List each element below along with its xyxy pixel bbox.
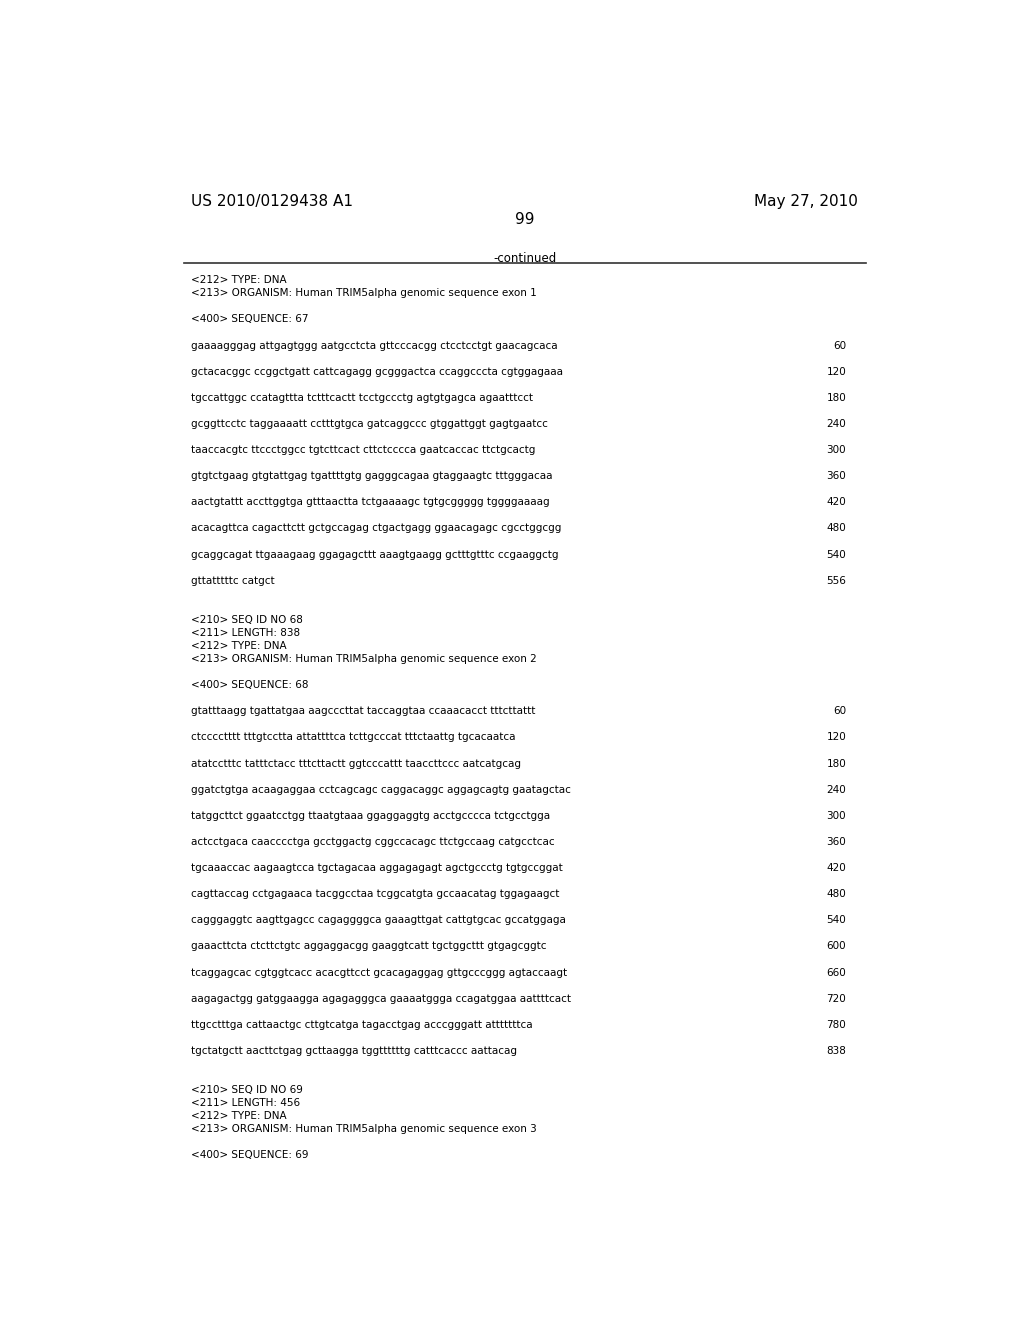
Text: 480: 480 xyxy=(826,524,846,533)
Text: gtgtctgaag gtgtattgag tgattttgtg gagggcagaa gtaggaagtc tttgggacaa: gtgtctgaag gtgtattgag tgattttgtg gagggca… xyxy=(191,471,553,482)
Text: aactgtattt accttggtga gtttaactta tctgaaaagc tgtgcggggg tggggaaaag: aactgtattt accttggtga gtttaactta tctgaaa… xyxy=(191,498,550,507)
Text: <211> LENGTH: 456: <211> LENGTH: 456 xyxy=(191,1098,301,1107)
Text: <400> SEQUENCE: 69: <400> SEQUENCE: 69 xyxy=(191,1150,309,1160)
Text: tgccattggc ccatagttta tctttcactt tcctgccctg agtgtgagca agaatttcct: tgccattggc ccatagttta tctttcactt tcctgcc… xyxy=(191,393,534,403)
Text: 240: 240 xyxy=(826,418,846,429)
Text: gaaaagggag attgagtggg aatgcctcta gttcccacgg ctcctcctgt gaacagcaca: gaaaagggag attgagtggg aatgcctcta gttccca… xyxy=(191,341,558,351)
Text: 180: 180 xyxy=(826,393,846,403)
Text: taaccacgtc ttccctggcc tgtcttcact cttctcccca gaatcaccac ttctgcactg: taaccacgtc ttccctggcc tgtcttcact cttctcc… xyxy=(191,445,536,455)
Text: tgcaaaccac aagaagtcca tgctagacaa aggagagagt agctgccctg tgtgccggat: tgcaaaccac aagaagtcca tgctagacaa aggagag… xyxy=(191,863,563,873)
Text: aagagactgg gatggaagga agagagggca gaaaatggga ccagatggaa aattttcact: aagagactgg gatggaagga agagagggca gaaaatg… xyxy=(191,994,571,1003)
Text: 720: 720 xyxy=(826,994,846,1003)
Text: gcaggcagat ttgaaagaag ggagagcttt aaagtgaagg gctttgtttc ccgaaggctg: gcaggcagat ttgaaagaag ggagagcttt aaagtga… xyxy=(191,549,559,560)
Text: <210> SEQ ID NO 69: <210> SEQ ID NO 69 xyxy=(191,1085,303,1096)
Text: 120: 120 xyxy=(826,733,846,742)
Text: tgctatgctt aacttctgag gcttaagga tggttttttg catttcaccc aattacag: tgctatgctt aacttctgag gcttaagga tggttttt… xyxy=(191,1045,517,1056)
Text: gcggttcctc taggaaaatt cctttgtgca gatcaggccc gtggattggt gagtgaatcc: gcggttcctc taggaaaatt cctttgtgca gatcagg… xyxy=(191,418,549,429)
Text: acacagttca cagacttctt gctgccagag ctgactgagg ggaacagagc cgcctggcgg: acacagttca cagacttctt gctgccagag ctgactg… xyxy=(191,524,562,533)
Text: ctcccctttt tttgtcctta attattttca tcttgcccat tttctaattg tgcacaatca: ctcccctttt tttgtcctta attattttca tcttgcc… xyxy=(191,733,516,742)
Text: 540: 540 xyxy=(826,549,846,560)
Text: actcctgaca caacccctga gcctggactg cggccacagc ttctgccaag catgcctcac: actcctgaca caacccctga gcctggactg cggccac… xyxy=(191,837,555,847)
Text: May 27, 2010: May 27, 2010 xyxy=(755,194,858,209)
Text: 360: 360 xyxy=(826,471,846,482)
Text: 99: 99 xyxy=(515,213,535,227)
Text: 60: 60 xyxy=(834,706,846,717)
Text: tatggcttct ggaatcctgg ttaatgtaaa ggaggaggtg acctgcccca tctgcctgga: tatggcttct ggaatcctgg ttaatgtaaa ggaggag… xyxy=(191,810,551,821)
Text: 360: 360 xyxy=(826,837,846,847)
Text: gtatttaagg tgattatgaa aagcccttat taccaggtaa ccaaacacct tttcttattt: gtatttaagg tgattatgaa aagcccttat taccagg… xyxy=(191,706,536,717)
Text: <400> SEQUENCE: 67: <400> SEQUENCE: 67 xyxy=(191,314,309,325)
Text: 600: 600 xyxy=(826,941,846,952)
Text: US 2010/0129438 A1: US 2010/0129438 A1 xyxy=(191,194,353,209)
Text: <210> SEQ ID NO 68: <210> SEQ ID NO 68 xyxy=(191,615,303,624)
Text: <212> TYPE: DNA: <212> TYPE: DNA xyxy=(191,1111,287,1121)
Text: 556: 556 xyxy=(826,576,846,586)
Text: tcaggagcac cgtggtcacc acacgttcct gcacagaggag gttgcccggg agtaccaagt: tcaggagcac cgtggtcacc acacgttcct gcacaga… xyxy=(191,968,567,978)
Text: 240: 240 xyxy=(826,784,846,795)
Text: gctacacggc ccggctgatt cattcagagg gcgggactca ccaggcccta cgtggagaaa: gctacacggc ccggctgatt cattcagagg gcgggac… xyxy=(191,367,563,376)
Text: 660: 660 xyxy=(826,968,846,978)
Text: gttatttttc catgct: gttatttttc catgct xyxy=(191,576,275,586)
Text: 180: 180 xyxy=(826,759,846,768)
Text: <213> ORGANISM: Human TRIM5alpha genomic sequence exon 3: <213> ORGANISM: Human TRIM5alpha genomic… xyxy=(191,1125,538,1134)
Text: <400> SEQUENCE: 68: <400> SEQUENCE: 68 xyxy=(191,680,309,690)
Text: 300: 300 xyxy=(826,810,846,821)
Text: ggatctgtga acaagaggaa cctcagcagc caggacaggc aggagcagtg gaatagctac: ggatctgtga acaagaggaa cctcagcagc caggaca… xyxy=(191,784,571,795)
Text: atatcctttc tatttctacc tttcttactt ggtcccattt taaccttccc aatcatgcag: atatcctttc tatttctacc tttcttactt ggtccca… xyxy=(191,759,521,768)
Text: <212> TYPE: DNA: <212> TYPE: DNA xyxy=(191,276,287,285)
Text: gaaacttcta ctcttctgtc aggaggacgg gaaggtcatt tgctggcttt gtgagcggtc: gaaacttcta ctcttctgtc aggaggacgg gaaggtc… xyxy=(191,941,547,952)
Text: -continued: -continued xyxy=(494,252,556,265)
Text: 60: 60 xyxy=(834,341,846,351)
Text: ttgcctttga cattaactgc cttgtcatga tagacctgag acccgggatt atttttttca: ttgcctttga cattaactgc cttgtcatga tagacct… xyxy=(191,1020,534,1030)
Text: 300: 300 xyxy=(826,445,846,455)
Text: 120: 120 xyxy=(826,367,846,376)
Text: <212> TYPE: DNA: <212> TYPE: DNA xyxy=(191,642,287,651)
Text: 540: 540 xyxy=(826,915,846,925)
Text: cagttaccag cctgagaaca tacggcctaa tcggcatgta gccaacatag tggagaagct: cagttaccag cctgagaaca tacggcctaa tcggcat… xyxy=(191,890,560,899)
Text: 420: 420 xyxy=(826,863,846,873)
Text: <213> ORGANISM: Human TRIM5alpha genomic sequence exon 2: <213> ORGANISM: Human TRIM5alpha genomic… xyxy=(191,653,538,664)
Text: <211> LENGTH: 838: <211> LENGTH: 838 xyxy=(191,628,301,638)
Text: <213> ORGANISM: Human TRIM5alpha genomic sequence exon 1: <213> ORGANISM: Human TRIM5alpha genomic… xyxy=(191,288,538,298)
Text: 838: 838 xyxy=(826,1045,846,1056)
Text: 480: 480 xyxy=(826,890,846,899)
Text: 780: 780 xyxy=(826,1020,846,1030)
Text: cagggaggtc aagttgagcc cagaggggca gaaagttgat cattgtgcac gccatggaga: cagggaggtc aagttgagcc cagaggggca gaaagtt… xyxy=(191,915,566,925)
Text: 420: 420 xyxy=(826,498,846,507)
